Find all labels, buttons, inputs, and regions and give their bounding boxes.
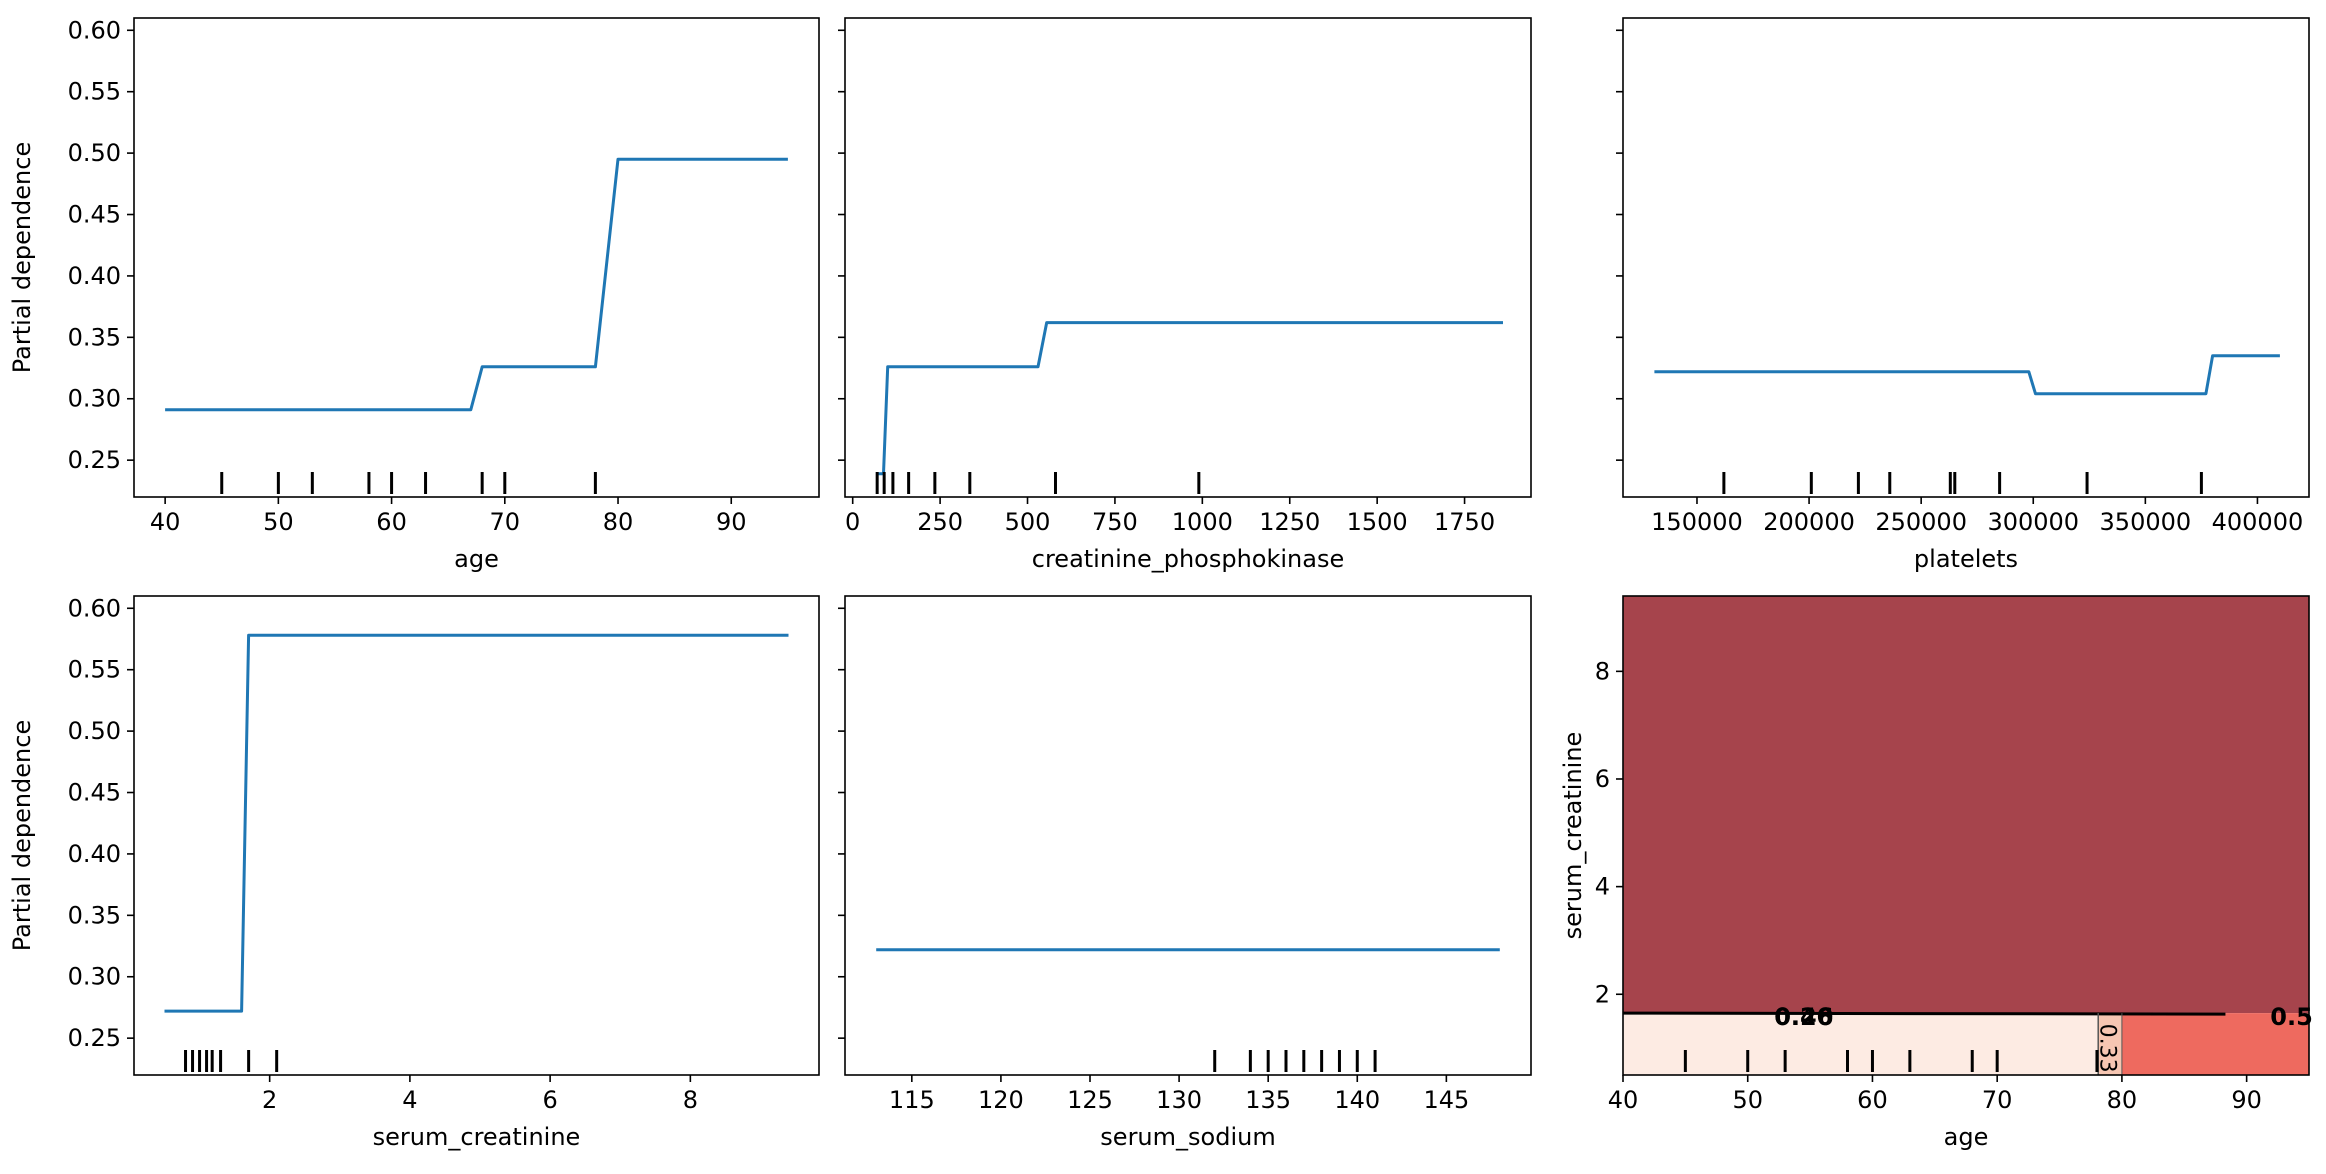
y-axis-label: Partial dependence — [8, 142, 36, 373]
x-tick-label: 80 — [2107, 1086, 2138, 1114]
pd-line — [1654, 354, 2280, 396]
pd-line — [877, 321, 1503, 476]
x-tick-label: 120 — [978, 1086, 1024, 1114]
contour-label: 0.5 — [2270, 1003, 2313, 1031]
x-tick-label: 6 — [542, 1086, 557, 1114]
y-tick-label: 4 — [1595, 873, 1610, 901]
x-tick-label: 60 — [376, 508, 407, 536]
axes-frame — [1622, 17, 2310, 498]
x-tick-label: 4 — [402, 1086, 417, 1114]
x-axis-label: age — [1944, 1123, 1989, 1151]
y-tick-label: 0.35 — [68, 901, 121, 929]
x-tick-label: 60 — [1857, 1086, 1888, 1114]
axes-frame — [133, 17, 820, 498]
y-tick-label: 0.25 — [68, 446, 121, 474]
y-tick-label: 0.40 — [68, 262, 121, 290]
axes-frame — [844, 17, 1532, 498]
x-tick-label: 135 — [1245, 1086, 1291, 1114]
contour-label: 0.20 — [1774, 1003, 1833, 1031]
x-axis-label: age — [454, 545, 499, 573]
x-tick-label: 250000 — [1875, 508, 1967, 536]
y-tick-label: 0.35 — [68, 323, 121, 351]
x-axis-label: platelets — [1914, 545, 2018, 573]
pd-panel-age: 40 50 60 70 80 90 0.25 0.30 0.35 0.40 0.45 0.50 0.55… — [8, 16, 820, 573]
heatmap-region-light — [1623, 1013, 2099, 1075]
pd-panel-age-vs-serum-creatinine: 0.460.20 0.5 0.33 40 50 60 70 80 90 2 4 6 8 age serum_… — [1559, 595, 2313, 1151]
axes-frame — [1622, 595, 2310, 1076]
y-axis-label: Partial dependence — [8, 720, 36, 951]
x-tick-label: 2 — [262, 1086, 277, 1114]
y-tick-label: 0.45 — [68, 201, 121, 229]
x-tick-label: 50 — [1732, 1086, 1763, 1114]
x-tick-label: 300000 — [1987, 508, 2079, 536]
x-axis-label: serum_sodium — [1100, 1123, 1275, 1151]
y-axis-label: serum_creatinine — [1559, 732, 1587, 940]
x-tick-label: 350000 — [2100, 508, 2192, 536]
x-tick-label: 90 — [2231, 1086, 2262, 1114]
x-tick-label: 70 — [490, 508, 521, 536]
x-tick-label: 400000 — [2212, 508, 2304, 536]
x-tick-label: 140 — [1334, 1086, 1380, 1114]
x-tick-label: 1500 — [1347, 508, 1408, 536]
y-tick-label: 0.60 — [68, 594, 121, 622]
y-tick-label: 0.45 — [68, 779, 121, 807]
x-tick-label: 1750 — [1434, 508, 1495, 536]
x-tick-label: 80 — [603, 508, 634, 536]
x-tick-label: 200000 — [1763, 508, 1855, 536]
heatmap-region-pale — [2098, 1013, 2122, 1075]
pd-panel-serum-creatinine: 2 4 6 8 0.25 0.30 0.35 0.40 0.45 0.50 0.55 0.60 seru… — [8, 594, 820, 1151]
x-tick-label: 90 — [716, 508, 747, 536]
x-tick-label: 1250 — [1259, 508, 1320, 536]
heatmap-region-mid — [2121, 1013, 2309, 1075]
y-tick-label: 2 — [1595, 980, 1610, 1008]
x-tick-label: 125 — [1067, 1086, 1113, 1114]
y-tick-label: 0.50 — [68, 139, 121, 167]
y-tick-label: 0.60 — [68, 16, 121, 44]
x-axis-label: serum_creatinine — [373, 1123, 581, 1151]
pd-line — [164, 633, 789, 1013]
pd-panel-platelets: 150000 200000 250000 300000 350000 400000 plat… — [1616, 17, 2310, 573]
x-tick-label: 40 — [150, 508, 181, 536]
contour-label: 0.46 — [1774, 1003, 1833, 1031]
y-tick-label: 0.30 — [68, 385, 121, 413]
x-tick-label: 8 — [683, 1086, 698, 1114]
contour-line — [1622, 1011, 2226, 1016]
y-tick-label: 0.50 — [68, 717, 121, 745]
x-tick-label: 1000 — [1172, 508, 1233, 536]
y-tick-label: 0.55 — [68, 656, 121, 684]
y-tick-label: 0.40 — [68, 840, 121, 868]
x-tick-label: 0 — [845, 508, 860, 536]
x-tick-label: 145 — [1423, 1086, 1469, 1114]
y-tick-label: 6 — [1595, 765, 1610, 793]
y-tick-label: 8 — [1595, 657, 1610, 685]
y-tick-label: 0.55 — [68, 78, 121, 106]
y-tick-label: 0.30 — [68, 963, 121, 991]
x-axis-label: creatinine_phosphokinase — [1032, 545, 1344, 573]
pd-line — [165, 157, 788, 412]
x-tick-label: 150000 — [1651, 508, 1743, 536]
axes-frame — [844, 595, 1532, 1076]
y-tick-label: 0.25 — [68, 1024, 121, 1052]
pd-panel-serum-sodium: 115 120 125 130 135 140 145 serum_sodium — [838, 595, 1532, 1151]
x-tick-label: 130 — [1156, 1086, 1202, 1114]
contour-label: 0.33 — [2094, 1024, 2119, 1073]
axes-frame — [133, 595, 820, 1076]
x-tick-label: 250 — [917, 508, 963, 536]
x-tick-label: 50 — [263, 508, 294, 536]
heatmap-region-dark — [1623, 596, 2309, 1014]
x-tick-label: 115 — [889, 1086, 935, 1114]
x-tick-label: 750 — [1092, 508, 1138, 536]
x-tick-label: 500 — [1005, 508, 1051, 536]
x-tick-label: 40 — [1608, 1086, 1639, 1114]
x-tick-label: 70 — [1982, 1086, 2013, 1114]
pd-panel-creatinine-phosphokinase: 0 250 500 750 1000 1250 1500 1750 creatinine_pho… — [838, 17, 1532, 573]
